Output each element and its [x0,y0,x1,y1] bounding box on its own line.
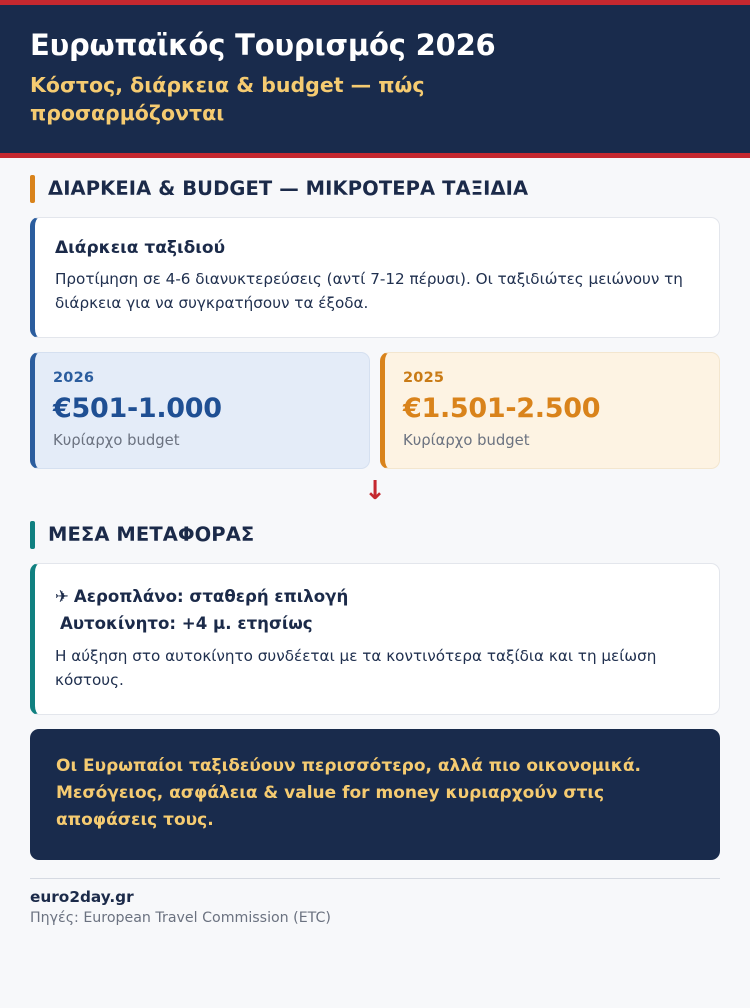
trend-arrow-container: ↓ [30,478,720,504]
section-heading-transport: ΜΕΣΑ ΜΕΤΑΦΟΡΑΣ [30,521,720,549]
section-title-duration-budget: ΔΙΑΡΚΕΙΑ & BUDGET — ΜΙΚΡΟΤΕΡΑ ΤΑΞΙΔΙΑ [35,175,528,203]
footer-brand: euro2day.gr [30,888,720,906]
budget-value-2025: €1.501-2.500 [403,393,699,424]
transport-card: ✈ Αεροπλάνο: σταθερή επιλογή  Αυτοκίνητο:… [30,563,720,715]
budget-card-2026: 2026 €501-1.000 Κυρίαρχο budget [30,352,370,469]
transport-line-car-label: Αυτοκίνητο: +4 μ. ετησίως [60,614,313,633]
transport-line-car:  Αυτοκίνητο: +4 μ. ετησίως [55,611,697,638]
page-subtitle: Κόστος, διάρκεια & budget — πώς προσαρμό… [30,72,590,127]
conclusion-box: Οι Ευρωπαίοι ταξιδεύουν περισσότερο, αλλ… [30,729,720,860]
conclusion-text: Οι Ευρωπαίοι ταξιδεύουν περισσότερο, αλλ… [56,753,694,834]
duration-card-title: Διάρκεια ταξιδιού [55,238,697,258]
budget-label-2026: Κυρίαρχο budget [53,432,349,449]
budget-comparison-row: 2026 €501-1.000 Κυρίαρχο budget 2025 €1.… [30,352,720,469]
budget-label-2025: Κυρίαρχο budget [403,432,699,449]
main-content: ΔΙΑΡΚΕΙΑ & BUDGET — ΜΙΚΡΟΤΕΡΑ ΤΑΞΙΔΙΑ Δι… [0,175,750,932]
budget-year-2025: 2025 [403,370,699,386]
section-title-transport: ΜΕΣΑ ΜΕΤΑΦΟΡΑΣ [35,521,254,549]
duration-card-text: Προτίμηση σε 4-6 διανυκτερεύσεις (αντί 7… [55,267,697,315]
header-divider-rule [0,153,750,158]
section-heading-duration-budget: ΔΙΑΡΚΕΙΑ & BUDGET — ΜΙΚΡΟΤΕΡΑ ΤΑΞΙΔΙΑ [30,175,720,203]
airplane-icon: ✈ [55,584,69,611]
transport-line-airplane-label: Αεροπλάνο: σταθερή επιλογή [74,587,348,606]
footer: euro2day.gr Πηγές: European Travel Commi… [30,878,720,932]
infographic-header: Ευρωπαϊκός Τουρισμός 2026 Κόστος, διάρκε… [0,5,750,153]
page-title: Ευρωπαϊκός Τουρισμός 2026 [30,27,720,63]
transport-line-airplane: ✈ Αεροπλάνο: σταθερή επιλογή [55,584,697,611]
footer-sources: Πηγές: European Travel Commission (ETC) [30,910,720,926]
duration-card: Διάρκεια ταξιδιού Προτίμηση σε 4-6 διανυ… [30,217,720,338]
budget-card-2025: 2025 €1.501-2.500 Κυρίαρχο budget [380,352,720,469]
arrow-down-icon: ↓ [364,478,386,504]
budget-year-2026: 2026 [53,370,349,386]
budget-value-2026: €501-1.000 [53,393,349,424]
transport-note-text: Η αύξηση στο αυτοκίνητο συνδέεται με τα … [55,644,697,692]
